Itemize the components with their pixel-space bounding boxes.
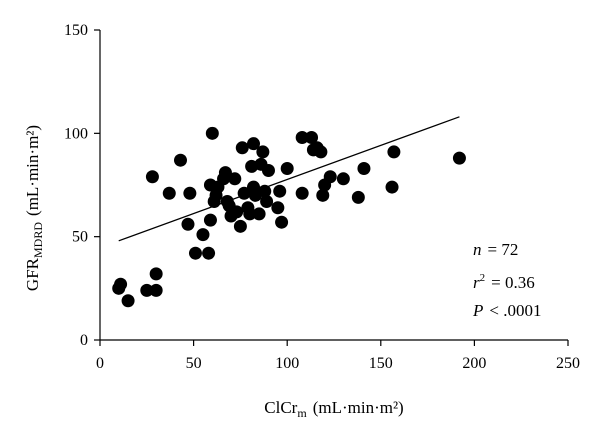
data-point xyxy=(121,294,135,308)
data-point xyxy=(196,228,210,242)
y-tick-label: 0 xyxy=(80,332,88,349)
data-point xyxy=(256,145,270,159)
data-point xyxy=(183,186,197,200)
data-point xyxy=(247,137,261,151)
data-point xyxy=(181,217,195,231)
x-axis-title: ClCrm (mL·min·m²) xyxy=(264,398,403,420)
data-point xyxy=(145,170,159,184)
data-point xyxy=(357,161,371,175)
data-point xyxy=(316,188,330,202)
data-point xyxy=(452,151,466,165)
annotation-r2: r2 = 0.36 xyxy=(473,272,535,292)
data-point xyxy=(295,186,309,200)
data-point xyxy=(233,219,247,233)
data-point xyxy=(336,172,350,186)
data-point xyxy=(243,207,257,221)
data-point xyxy=(323,170,337,184)
data-point xyxy=(260,195,274,209)
x-tick-label: 50 xyxy=(186,355,202,372)
data-point xyxy=(261,164,275,178)
y-tick-label: 100 xyxy=(64,125,88,142)
y-ticks: 0 50 100 150 xyxy=(64,22,100,349)
data-point xyxy=(273,184,287,198)
stats-annotations: n = 72 r2 = 0.36 P < .0001 xyxy=(472,240,541,320)
data-point xyxy=(173,153,187,167)
data-point xyxy=(235,141,249,155)
data-point xyxy=(203,213,217,227)
data-point xyxy=(149,267,163,281)
annotation-n: n = 72 xyxy=(473,240,518,259)
y-tick-label: 150 xyxy=(64,22,88,39)
regression-line xyxy=(118,116,460,242)
data-point xyxy=(205,126,219,140)
data-point xyxy=(305,130,319,144)
data-point xyxy=(228,172,242,186)
data-point xyxy=(275,215,289,229)
axes xyxy=(99,30,568,341)
data-point xyxy=(162,186,176,200)
data-point xyxy=(188,246,202,260)
data-point xyxy=(387,145,401,159)
data-point xyxy=(252,207,266,221)
annotation-p: P < .0001 xyxy=(472,301,541,320)
y-axis-title: GFRMDRD(mL·min·m²) xyxy=(23,125,45,291)
x-tick-label: 200 xyxy=(462,355,486,372)
data-point xyxy=(280,161,294,175)
x-tick-label: 100 xyxy=(275,355,299,372)
data-point xyxy=(295,130,309,144)
data-point xyxy=(351,190,365,204)
data-points xyxy=(112,126,466,308)
data-point xyxy=(218,166,232,180)
x-tick-label: 0 xyxy=(96,355,104,372)
data-point xyxy=(258,184,272,198)
y-tick-label: 50 xyxy=(72,229,88,246)
x-tick-label: 250 xyxy=(556,355,580,372)
x-tick-label: 150 xyxy=(369,355,393,372)
data-point xyxy=(314,145,328,159)
data-point xyxy=(114,277,128,291)
data-point xyxy=(140,283,154,297)
data-point xyxy=(202,246,216,260)
x-ticks: 0 50 100 150 200 250 xyxy=(96,340,580,372)
data-point xyxy=(149,283,163,297)
data-point xyxy=(271,201,285,215)
data-point xyxy=(385,180,399,194)
data-point xyxy=(230,205,244,219)
data-point xyxy=(237,186,251,200)
